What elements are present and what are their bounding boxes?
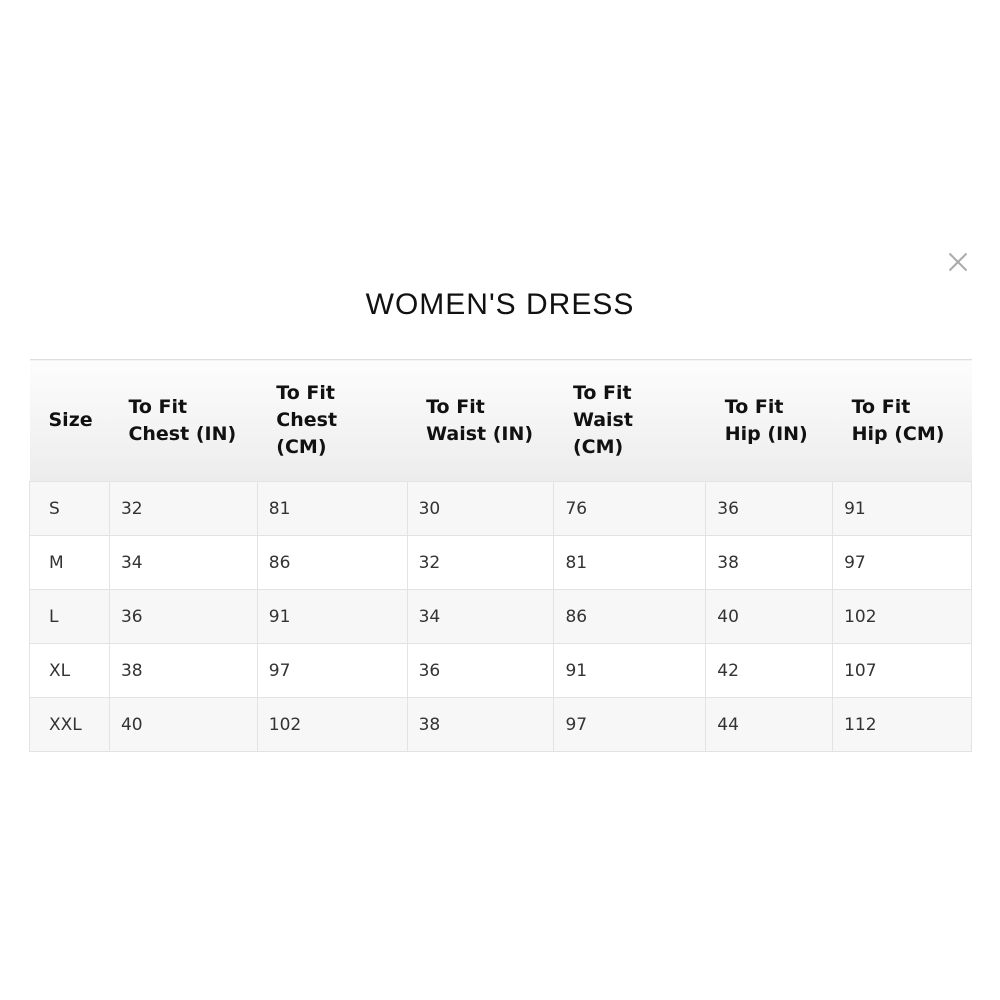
size-chart-table: Size To Fit Chest (IN) To Fit Chest (CM) To… xyxy=(29,359,972,752)
size-cell: L xyxy=(29,589,110,644)
measurement-cell: 76 xyxy=(553,481,707,536)
measurement-cell: 38 xyxy=(705,535,834,590)
measurement-cell: 102 xyxy=(256,697,408,752)
measurement-cell: 112 xyxy=(832,697,972,752)
column-header: To Fit Waist (IN) xyxy=(407,359,554,482)
column-header: To Fit Hip (IN) xyxy=(705,359,833,482)
measurement-cell: 44 xyxy=(705,697,834,752)
header-row: Size To Fit Chest (IN) To Fit Chest (CM) To… xyxy=(29,359,972,482)
close-icon[interactable] xyxy=(944,248,972,276)
column-header: To Fit Chest (IN) xyxy=(109,359,258,482)
table-row: M 34 86 32 81 38 97 xyxy=(29,535,972,590)
page-title: WOMEN'S DRESS xyxy=(365,288,635,321)
measurement-cell: 30 xyxy=(406,481,555,536)
column-header: To Fit Chest (CM) xyxy=(257,359,408,482)
measurement-cell: 34 xyxy=(406,589,555,644)
measurement-cell: 91 xyxy=(553,643,707,698)
measurement-cell: 81 xyxy=(256,481,408,536)
measurement-cell: 36 xyxy=(406,643,555,698)
column-header: To Fit Waist (CM) xyxy=(553,359,706,482)
measurement-cell: 38 xyxy=(108,643,258,698)
size-cell: S xyxy=(29,481,110,536)
measurement-cell: 81 xyxy=(553,535,707,590)
measurement-cell: 42 xyxy=(705,643,834,698)
measurement-cell: 86 xyxy=(256,535,408,590)
measurement-cell: 36 xyxy=(108,589,258,644)
table-row: S 32 81 30 76 36 91 xyxy=(29,481,972,536)
measurement-cell: 40 xyxy=(108,697,258,752)
table-row: L 36 91 34 86 40 102 xyxy=(29,589,972,644)
table-row: XXL 40 102 38 97 44 112 xyxy=(29,697,972,752)
measurement-cell: 97 xyxy=(832,535,972,590)
column-header: Size xyxy=(29,359,110,482)
measurement-cell: 97 xyxy=(553,697,707,752)
table-row: XL 38 97 36 91 42 107 xyxy=(29,643,972,698)
size-cell: XL xyxy=(29,643,110,698)
column-header: To Fit Hip (CM) xyxy=(832,359,972,482)
size-cell: M xyxy=(29,535,110,590)
measurement-cell: 32 xyxy=(406,535,555,590)
measurement-cell: 91 xyxy=(832,481,972,536)
measurement-cell: 86 xyxy=(553,589,707,644)
size-cell: XXL xyxy=(29,697,110,752)
measurement-cell: 97 xyxy=(256,643,408,698)
measurement-cell: 32 xyxy=(108,481,258,536)
measurement-cell: 38 xyxy=(406,697,555,752)
measurement-cell: 36 xyxy=(705,481,834,536)
measurement-cell: 107 xyxy=(832,643,972,698)
measurement-cell: 34 xyxy=(108,535,258,590)
measurement-cell: 40 xyxy=(705,589,834,644)
measurement-cell: 102 xyxy=(832,589,972,644)
measurement-cell: 91 xyxy=(256,589,408,644)
